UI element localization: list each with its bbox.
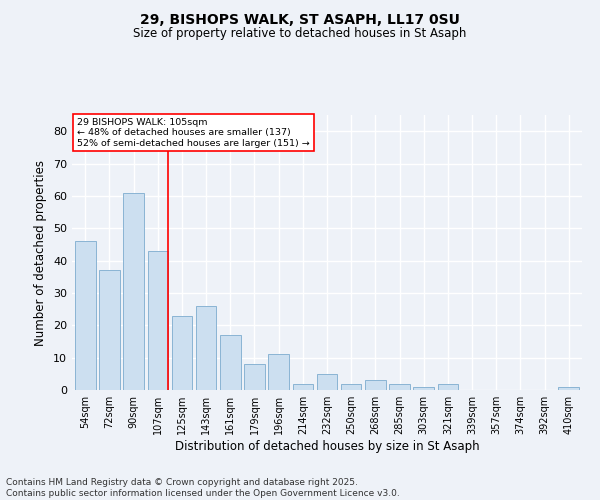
Bar <box>365 380 386 390</box>
Bar <box>148 251 168 390</box>
Bar <box>389 384 410 390</box>
Bar <box>172 316 192 390</box>
Text: Contains HM Land Registry data © Crown copyright and database right 2025.
Contai: Contains HM Land Registry data © Crown c… <box>6 478 400 498</box>
Bar <box>293 384 313 390</box>
Bar <box>437 384 458 390</box>
X-axis label: Distribution of detached houses by size in St Asaph: Distribution of detached houses by size … <box>175 440 479 453</box>
Text: 29 BISHOPS WALK: 105sqm
← 48% of detached houses are smaller (137)
52% of semi-d: 29 BISHOPS WALK: 105sqm ← 48% of detache… <box>77 118 310 148</box>
Text: 29, BISHOPS WALK, ST ASAPH, LL17 0SU: 29, BISHOPS WALK, ST ASAPH, LL17 0SU <box>140 12 460 26</box>
Text: Size of property relative to detached houses in St Asaph: Size of property relative to detached ho… <box>133 28 467 40</box>
Bar <box>196 306 217 390</box>
Bar <box>317 374 337 390</box>
Bar <box>244 364 265 390</box>
Bar <box>559 387 579 390</box>
Bar <box>268 354 289 390</box>
Bar <box>220 335 241 390</box>
Bar <box>99 270 120 390</box>
Bar <box>75 241 95 390</box>
Bar <box>341 384 361 390</box>
Bar <box>124 192 144 390</box>
Y-axis label: Number of detached properties: Number of detached properties <box>34 160 47 346</box>
Bar <box>413 387 434 390</box>
